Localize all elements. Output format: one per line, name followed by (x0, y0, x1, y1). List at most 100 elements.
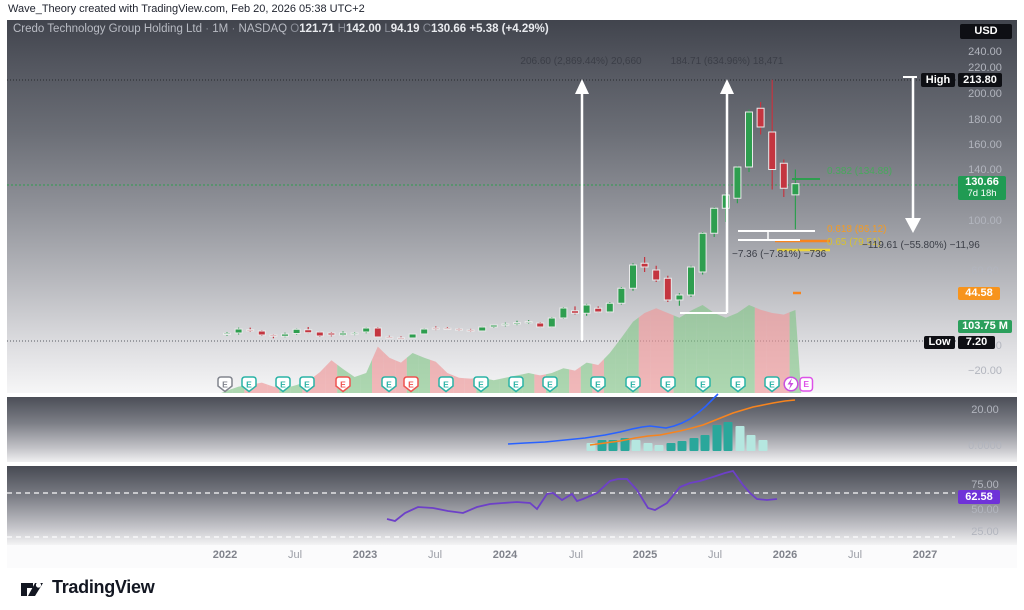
legend-separator: · (205, 23, 210, 35)
earnings-letter[interactable]: E (478, 380, 484, 390)
volume-area-segment (453, 375, 465, 393)
earnings-icon (660, 376, 676, 393)
earnings-letter[interactable]: E (513, 380, 519, 390)
volume-area-segment (569, 366, 581, 393)
earnings-letter[interactable]: E (340, 380, 346, 390)
earnings-icon (403, 376, 419, 393)
earnings-icon (299, 376, 315, 393)
volume-area-segment (754, 307, 767, 393)
candle-body (605, 302, 614, 313)
candle-body (420, 328, 429, 335)
candle-body (246, 329, 255, 332)
symbol-exchange: NASDAQ (238, 23, 288, 35)
volume-area-segment (430, 359, 442, 393)
volume-area-segment (604, 345, 616, 393)
earnings-letter[interactable]: E (386, 380, 392, 390)
watermark-attribution: Wave_Theory created with TradingView.com… (8, 3, 365, 15)
rsi-pane[interactable] (7, 466, 1017, 545)
volume-area-segment (743, 305, 755, 393)
indicator-pane[interactable] (7, 397, 1017, 462)
histogram-bar (654, 445, 664, 451)
candle-body (408, 333, 417, 339)
volume-area-segment (256, 382, 268, 393)
volume-area-segment (789, 310, 802, 393)
volume-area-segment (418, 355, 430, 393)
earnings-letter[interactable]: E (443, 380, 449, 390)
earnings-icon (542, 376, 558, 393)
lightning-bolt (787, 378, 794, 390)
candle-body (269, 334, 278, 337)
candle-body (513, 322, 521, 325)
histogram-bar (689, 438, 699, 451)
earnings-letter[interactable]: E (595, 380, 601, 390)
candle-body (466, 329, 475, 332)
earnings-letter[interactable]: E (769, 380, 775, 390)
orange-ma-line (589, 399, 796, 446)
candle-body (478, 326, 487, 332)
candle-body (397, 337, 405, 340)
candle-body (443, 327, 452, 330)
earnings-icon (381, 376, 397, 393)
candle-body (315, 331, 324, 337)
candle-body (652, 269, 661, 281)
candle-body (733, 166, 742, 199)
earnings-icon (625, 376, 641, 393)
earnings-icon (473, 376, 489, 393)
candle-body (431, 327, 440, 330)
candle-body (373, 327, 382, 338)
candle-body (559, 307, 568, 319)
earnings-letter[interactable]: E (280, 380, 286, 390)
volume-area-segment (766, 311, 778, 393)
histogram-bar (712, 425, 722, 451)
symbol-legend: Credo Technology Group Holding Ltd · 1M … (13, 23, 549, 35)
candle-body (791, 183, 800, 196)
earnings-letter[interactable]: E (246, 380, 252, 390)
earnings-letter[interactable]: E (735, 380, 741, 390)
volume-area-segment (650, 308, 662, 393)
volume-area-segment (685, 307, 697, 393)
ohlc-values: O121.71 H142.00 L94.19 C130.66 (290, 23, 466, 35)
volume-area-segment (267, 384, 280, 393)
candle-body (571, 310, 579, 314)
rsi-line (386, 469, 778, 522)
volume-area-segment (580, 362, 593, 393)
ohlc-key: O (290, 23, 300, 35)
arrow-up-icon (720, 79, 734, 94)
candle-body (663, 277, 672, 301)
price-pane[interactable] (7, 20, 1017, 393)
candle-body (350, 332, 359, 335)
candle-body (756, 107, 765, 128)
volume-area-segment (557, 368, 570, 393)
earnings-icon (217, 376, 233, 393)
earnings-letter[interactable]: E (222, 380, 228, 390)
earnings-letter[interactable]: E (700, 380, 706, 390)
earnings-icon (508, 376, 524, 393)
earnings-icon (241, 376, 257, 393)
candle-body (524, 321, 533, 324)
volume-area-segment (638, 310, 651, 393)
ohlc-value: 121.71 (299, 23, 335, 35)
earnings-letter[interactable]: E (304, 380, 310, 390)
ohlc-value: 142.00 (345, 23, 382, 35)
volume-area-segment (673, 314, 686, 393)
candle-body (292, 328, 301, 334)
earnings-icon (335, 376, 351, 393)
earnings-letter[interactable]: E (547, 380, 553, 390)
histogram-bar (735, 426, 745, 451)
candle-body (223, 332, 231, 335)
histogram-bar (597, 440, 607, 451)
volume-area-segment (522, 373, 535, 393)
volume-area-segment (778, 312, 790, 393)
histogram-bar (746, 435, 756, 451)
earnings-letter[interactable]: E (630, 380, 636, 390)
earnings-letter[interactable]: E (408, 380, 414, 390)
symbol-title: Credo Technology Group Holding Ltd (13, 23, 203, 35)
time-axis[interactable] (7, 545, 1017, 568)
candle-body (768, 131, 777, 170)
candle-body (304, 329, 313, 334)
earnings-letter[interactable]: E (665, 380, 671, 390)
earnings-icon (764, 376, 780, 393)
ohlc-key: L (381, 23, 391, 35)
